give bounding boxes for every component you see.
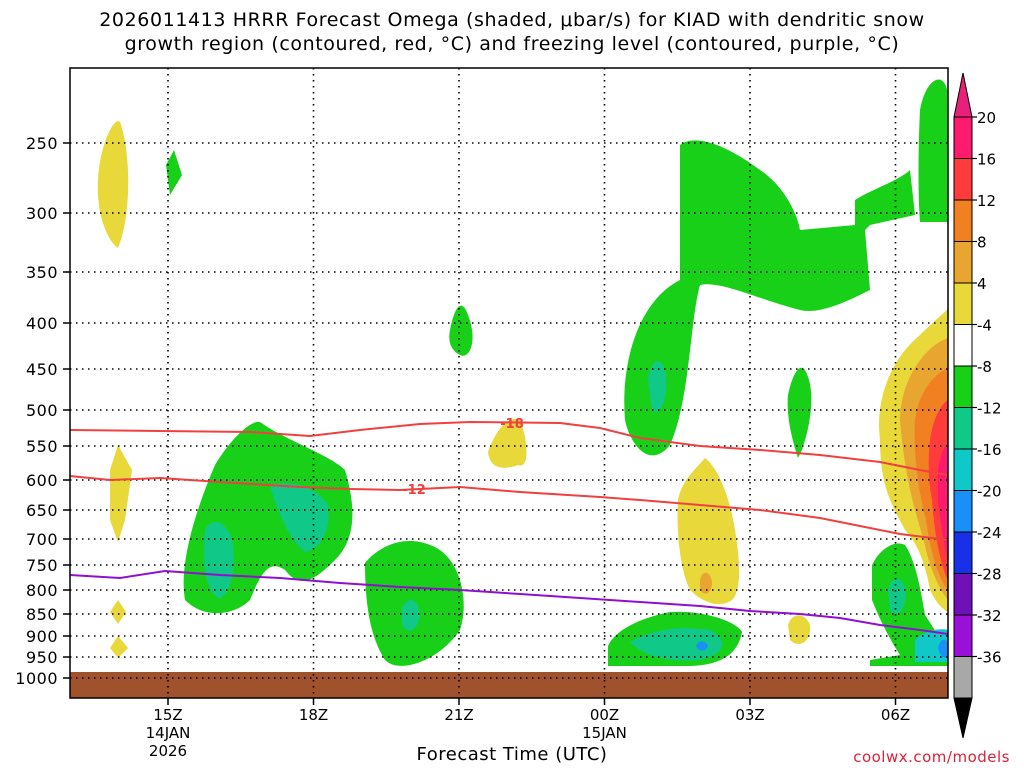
contour-label-minus18: -18 — [500, 417, 524, 432]
green-region-upper-right — [624, 140, 915, 456]
x-tick-sublabel-15Z-0: 14JAN — [146, 724, 191, 742]
pink-region-right — [938, 442, 948, 560]
yellow-cell-dgz — [488, 418, 527, 468]
chart-subtitle: growth region (contoured, red, °C) and f… — [124, 33, 900, 55]
colorbar-label-0: 20 — [977, 109, 996, 127]
y-tick-label-1000: 1000 — [15, 669, 58, 688]
y-tick-label-450: 450 — [26, 360, 58, 379]
colorbar-label-6: -8 — [977, 358, 992, 376]
colorbar-label-13: -36 — [977, 649, 1002, 667]
chart-title: 2026011413 HRRR Forecast Omega (shaded, … — [99, 9, 925, 31]
teal-region-center — [402, 599, 420, 631]
colorbar-swatch-3 — [953, 241, 973, 284]
green-cell-upper-small — [166, 150, 182, 195]
yellow-cell-mid-left — [110, 445, 132, 542]
terrain-ground — [70, 672, 948, 698]
orange-dot-0z — [700, 572, 712, 594]
contour-dgz-minus12 — [70, 475, 948, 541]
colorbar-label-11: -28 — [977, 566, 1002, 584]
colorbar-swatch-13 — [953, 656, 973, 699]
yellow-dot-04z — [788, 615, 811, 645]
green-cell-500 — [787, 367, 812, 458]
teal-region-left-a — [203, 521, 234, 599]
colorbar-label-4: 4 — [977, 275, 987, 293]
x-tick-label-18Z: 18Z — [299, 706, 328, 724]
yellow-dot-850 — [110, 600, 126, 624]
blue-dot-lower-right — [938, 639, 948, 658]
blue-dot-lower-center — [696, 641, 708, 651]
colorbar-swatch-9 — [953, 490, 973, 533]
contour-label-minus12: -12 — [402, 483, 426, 498]
colorbar-label-10: -24 — [977, 524, 1002, 542]
colorbar-label-7: -12 — [977, 400, 1002, 418]
x-tick-label-15Z: 15Z — [153, 706, 182, 724]
colorbar-swatch-4 — [953, 282, 973, 325]
colorbar-swatch-12 — [953, 614, 973, 657]
x-axis-label: Forecast Time (UTC) — [416, 744, 608, 765]
plot-area — [70, 68, 948, 698]
colorbar-label-8: -16 — [977, 441, 1002, 459]
colorbar-bottom-arrow — [953, 697, 973, 739]
colorbar-swatch-10 — [953, 531, 973, 574]
y-tick-label-400: 400 — [26, 314, 58, 333]
y-tick-label-600: 600 — [26, 471, 58, 490]
x-tick-label-06Z: 06Z — [881, 706, 910, 724]
green-column-right — [918, 79, 948, 222]
y-tick-label-750: 750 — [26, 556, 58, 575]
yellow-cell-0z — [677, 458, 740, 605]
y-tick-label-700: 700 — [26, 530, 58, 549]
yellow-cell-upper-left — [97, 121, 129, 248]
y-tick-label-550: 550 — [26, 437, 58, 456]
colorbar-top-arrow — [953, 72, 973, 118]
colorbar-swatch-7 — [953, 407, 973, 450]
colorbar-label-2: 12 — [977, 192, 996, 210]
y-tick-label-950: 950 — [26, 648, 58, 667]
colorbar-label-12: -32 — [977, 607, 1002, 625]
colorbar-swatch-8 — [953, 448, 973, 491]
green-cell-400 — [449, 305, 473, 356]
colorbar-swatch-11 — [953, 573, 973, 616]
yellow-dot-950 — [110, 636, 128, 658]
colorbar-label-3: 8 — [977, 234, 987, 252]
colorbar-swatch-0 — [953, 116, 973, 159]
y-tick-label-900: 900 — [26, 627, 58, 646]
credit-text: coolwx.com/models — [853, 748, 1010, 766]
x-tick-label-00Z: 00Z — [590, 706, 619, 724]
y-tick-label-300: 300 — [26, 204, 58, 223]
colorbar-swatch-2 — [953, 199, 973, 242]
y-tick-label-800: 800 — [26, 581, 58, 600]
colorbar-label-1: 16 — [977, 151, 996, 169]
x-tick-sublabel-00Z-0: 15JAN — [582, 724, 627, 742]
contour-freezing-level — [70, 569, 948, 635]
contour-dgz-minus18 — [70, 420, 948, 476]
teal-region-lower-right — [888, 578, 906, 614]
y-tick-label-250: 250 — [26, 134, 58, 153]
y-tick-label-350: 350 — [26, 263, 58, 282]
x-tick-sublabel-15Z-1: 2026 — [149, 742, 187, 760]
y-tick-label-500: 500 — [26, 401, 58, 420]
teal-region-lower-right-b — [915, 629, 948, 662]
colorbar-swatch-6 — [953, 365, 973, 408]
plot-frame — [69, 67, 949, 699]
x-tick-label-21Z: 21Z — [444, 706, 473, 724]
colorbar-swatch-5 — [953, 324, 973, 367]
colorbar-swatch-1 — [953, 158, 973, 201]
teal-cell-upper-right — [648, 361, 667, 413]
colorbar-label-9: -20 — [977, 483, 1002, 501]
colorbar-label-5: -4 — [977, 317, 992, 335]
y-tick-label-650: 650 — [26, 501, 58, 520]
x-tick-label-03Z: 03Z — [735, 706, 764, 724]
y-tick-label-850: 850 — [26, 605, 58, 624]
